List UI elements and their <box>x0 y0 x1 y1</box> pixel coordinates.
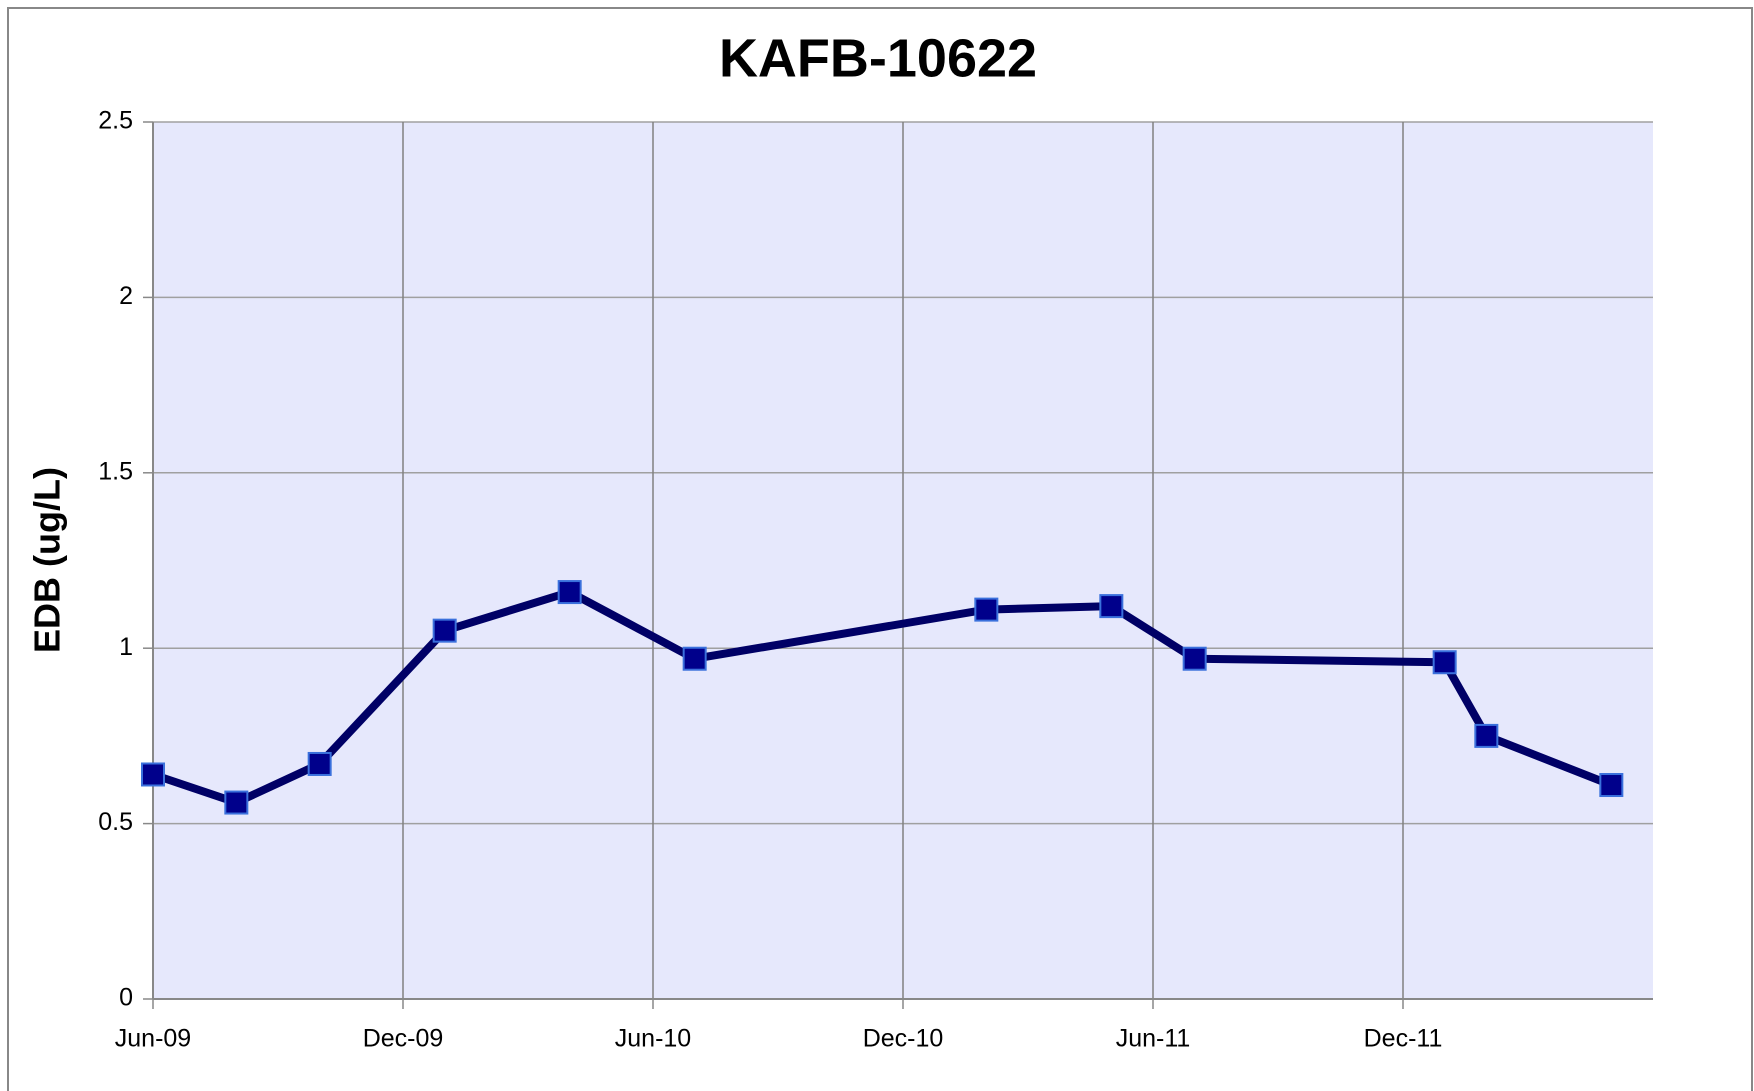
y-tick-label: 0 <box>119 984 133 1012</box>
y-tick-label: 1.5 <box>98 457 133 485</box>
marker <box>974 597 999 622</box>
marker <box>1182 646 1207 671</box>
x-tick-label: Jun-10 <box>615 1025 691 1053</box>
marker <box>1474 723 1499 748</box>
marker <box>224 790 249 815</box>
y-tick-label: 2.5 <box>98 107 133 135</box>
marker <box>1099 594 1124 619</box>
y-tick-label: 1 <box>119 633 133 661</box>
marker <box>1432 650 1457 675</box>
y-tick-label: 2 <box>119 282 133 310</box>
marker <box>141 762 165 787</box>
y-tick-label: 0.5 <box>98 808 133 836</box>
marker <box>682 646 707 671</box>
marker <box>307 751 332 776</box>
x-tick-label: Dec-10 <box>863 1025 944 1053</box>
x-tick-label: Dec-11 <box>1364 1025 1443 1053</box>
y-axis-label: EDB (ug/L) <box>27 467 68 653</box>
marker <box>432 618 457 643</box>
marker <box>557 580 582 605</box>
marker <box>1599 773 1624 798</box>
x-tick-label: Jun-11 <box>1116 1025 1191 1053</box>
x-tick-label: Dec-09 <box>363 1025 444 1053</box>
line <box>151 588 1613 807</box>
x-tick-label: Jun-09 <box>115 1025 191 1053</box>
chart-title: KAFB-10622 <box>719 28 1037 88</box>
